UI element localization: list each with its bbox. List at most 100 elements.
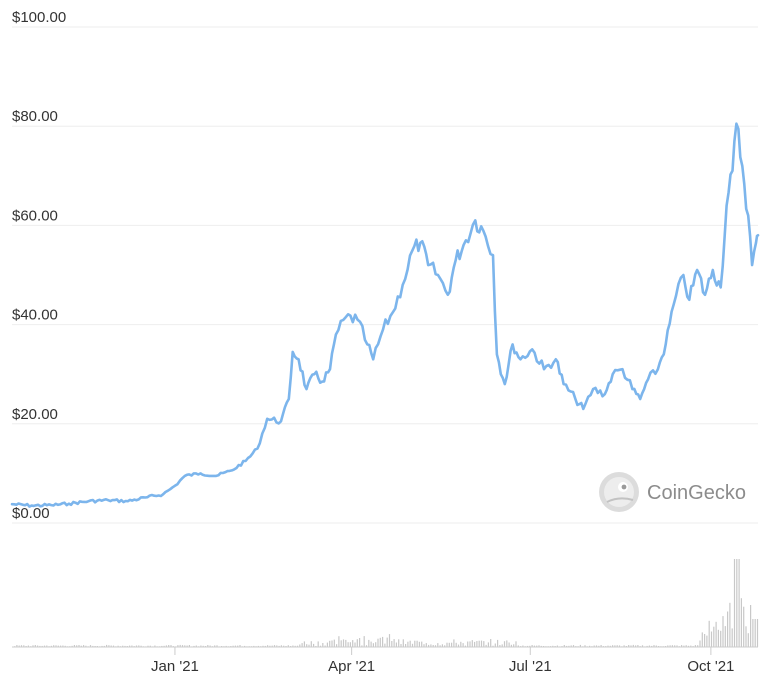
volume-bar <box>517 645 519 647</box>
x-tick-label: Oct '21 <box>687 658 734 675</box>
volume-bar <box>85 645 87 647</box>
volume-bar <box>294 645 296 647</box>
volume-bar <box>393 639 395 647</box>
volume-bar <box>614 645 616 647</box>
volume-bar <box>329 640 331 647</box>
volume-bar <box>234 645 236 647</box>
volume-bar <box>595 645 598 647</box>
volume-bar <box>271 645 273 647</box>
volume-bar <box>278 645 280 647</box>
volume-bar <box>80 645 82 647</box>
volume-bar <box>474 641 476 647</box>
volume-bar <box>308 644 310 647</box>
volume-bar <box>439 645 441 647</box>
volume-bar <box>273 645 276 647</box>
volume-bar <box>402 639 404 647</box>
volume-bar <box>733 559 736 647</box>
volume-bar <box>715 621 717 647</box>
volume-bar <box>53 645 55 647</box>
volume-bar <box>579 644 581 647</box>
volume-bar <box>687 645 690 647</box>
volume-bar <box>729 602 731 647</box>
volume-bar <box>494 643 496 647</box>
volume-bar <box>529 645 531 647</box>
volume-bar <box>648 645 650 647</box>
volume-bar <box>607 645 609 647</box>
volume-bar <box>618 645 621 647</box>
volume-bar <box>745 626 747 647</box>
volume-bar <box>747 633 749 647</box>
volume-bar <box>347 642 349 647</box>
y-tick-label: $0.00 <box>12 505 50 522</box>
volume-bar <box>365 645 368 647</box>
volume-bar <box>106 644 108 647</box>
volume-bar <box>653 645 655 647</box>
volume-bar <box>352 640 354 647</box>
volume-bar <box>469 641 471 647</box>
volume-bar <box>103 645 105 647</box>
volume-bar <box>685 645 687 647</box>
volume-bar <box>216 645 218 647</box>
volume-bar <box>572 645 575 647</box>
volume-bar <box>368 639 370 647</box>
x-axis-labels: Jan '21 Apr '21 Jul '21 Oct '21 <box>151 658 734 675</box>
volume-bar <box>112 645 115 647</box>
volume-bar <box>336 644 338 647</box>
volume-bar <box>262 645 264 647</box>
volume-bar <box>740 598 742 647</box>
volume-bar <box>428 644 430 647</box>
volume-bar <box>407 641 409 647</box>
volume-bar <box>370 641 372 647</box>
volume-bar <box>612 645 614 647</box>
volume-bar <box>89 645 92 647</box>
volume-bar <box>214 645 216 647</box>
volume-bar <box>713 626 715 647</box>
volume-bar <box>432 645 434 647</box>
volume-bar <box>540 645 542 647</box>
volume-bar <box>398 639 400 647</box>
volume-bar <box>506 640 508 647</box>
volume-bar <box>536 645 538 647</box>
volume-bar <box>632 644 634 647</box>
volume-bar <box>710 631 713 647</box>
volume-bar <box>186 645 188 647</box>
volume-bar <box>651 645 653 647</box>
volume-bar <box>444 645 446 647</box>
volume-bar <box>423 644 425 647</box>
volume-bar <box>552 645 554 647</box>
volume-bar <box>16 645 18 647</box>
volume-bar <box>388 634 391 647</box>
volume-bar <box>375 642 377 647</box>
volume-bar <box>76 645 78 647</box>
volume-bar <box>209 645 211 647</box>
volume-bar <box>467 641 469 647</box>
volume-bar <box>239 645 241 647</box>
volume-bar <box>379 637 381 647</box>
volume-bar <box>566 645 568 647</box>
volume-bar <box>731 628 733 647</box>
volume-bar <box>122 645 124 647</box>
volume-bar <box>446 642 448 647</box>
volume-bar <box>531 645 533 647</box>
volume-bar <box>253 645 255 647</box>
volume-bar <box>720 630 722 647</box>
volume-bar <box>244 645 246 647</box>
volume-bar <box>409 640 411 647</box>
volume-bar <box>349 642 351 647</box>
volume-bar <box>62 645 64 647</box>
volume-bar <box>345 639 347 647</box>
volume-bar <box>165 645 167 647</box>
volume-bar <box>299 644 301 647</box>
volume-bar <box>414 640 416 647</box>
volume-bar <box>168 645 170 647</box>
volume-bar <box>46 645 48 647</box>
volume-bar <box>448 642 450 647</box>
volume-bar <box>563 645 565 647</box>
volume-bar <box>73 645 75 647</box>
volume-bar <box>400 644 402 647</box>
volume-bar <box>441 644 443 647</box>
volume-bar <box>515 641 517 647</box>
volume-bar <box>43 645 46 647</box>
volume-bar <box>471 640 473 647</box>
volume-bar <box>184 645 186 647</box>
